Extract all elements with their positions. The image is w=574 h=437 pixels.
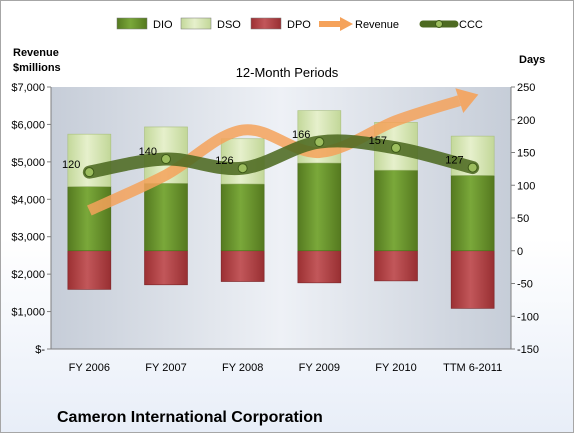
legend-label-dio: DIO xyxy=(153,19,173,31)
left-tick-label: $4,000 xyxy=(11,194,45,206)
right-tick-label: -50 xyxy=(517,279,533,291)
right-axis-title: Days xyxy=(519,54,545,66)
legend-label-ccc: CCC xyxy=(459,19,483,31)
ccc-data-label: 166 xyxy=(292,129,310,141)
axes: $- $1,000 $2,000 $3,000 $4,000 $5,000 $6,000 $7… xyxy=(11,82,539,374)
bar-dio xyxy=(144,182,188,252)
ccc-data-label: 126 xyxy=(215,155,233,167)
x-tick-label: FY 2010 xyxy=(375,362,416,374)
ccc-point xyxy=(314,137,325,148)
revenue-line xyxy=(87,95,461,216)
bar-dpo xyxy=(67,250,112,290)
bar-dio xyxy=(67,186,112,252)
ccc-point xyxy=(84,167,95,178)
legend-swatch-dso xyxy=(180,17,212,30)
bar-dio xyxy=(374,169,418,252)
legend: DIO DSO DPO Revenue CCC xyxy=(116,17,483,31)
right-tick-label: 100 xyxy=(517,180,535,192)
left-tick-label: $1,000 xyxy=(11,307,45,319)
ccc-data-label: 127 xyxy=(445,155,463,167)
x-tick-label: FY 2008 xyxy=(222,362,263,374)
ccc-data-label: 140 xyxy=(139,146,157,158)
legend-label-revenue: Revenue xyxy=(355,19,399,31)
bar-dpo xyxy=(450,250,495,309)
x-tick-label: FY 2006 xyxy=(69,362,110,374)
bar-dpo xyxy=(144,250,188,286)
company-name: Cameron International Corporation xyxy=(57,409,323,426)
bar-dio xyxy=(220,183,265,252)
ccc-series: 120 140 126 166 157 127 xyxy=(62,129,480,179)
legend-label-dpo: DPO xyxy=(287,19,311,31)
left-axis-title-line-1: Revenue xyxy=(13,47,59,59)
chart-title: 12-Month Periods xyxy=(236,65,339,80)
ccc-data-label: 157 xyxy=(369,135,387,147)
revenue-arrowhead xyxy=(455,88,479,113)
legend-swatch-dio xyxy=(116,17,148,30)
x-tick-label: TTM 6-2011 xyxy=(443,362,502,374)
ccc-point xyxy=(161,154,171,165)
revenue-series xyxy=(87,88,479,216)
bar-dio xyxy=(450,175,495,252)
right-tick-label: 50 xyxy=(517,213,529,225)
left-tick-label: $- xyxy=(35,344,45,356)
legend-swatch-revenue-head xyxy=(340,17,353,31)
right-tick-label: 250 xyxy=(517,82,535,94)
left-tick-label: $6,000 xyxy=(11,119,45,131)
bar-dio xyxy=(297,162,342,252)
x-tick-label: FY 2007 xyxy=(145,362,186,374)
bar-dpo xyxy=(297,250,342,284)
legend-swatch-ccc-dot xyxy=(435,20,443,28)
bar-dpo xyxy=(220,250,265,282)
left-tick-label: $2,000 xyxy=(11,269,45,281)
ccc-point xyxy=(391,142,401,153)
ccc-data-label: 120 xyxy=(62,159,80,171)
left-tick-label: $5,000 xyxy=(11,157,45,169)
x-tick-label: FY 2009 xyxy=(299,362,340,374)
right-tick-label: 200 xyxy=(517,115,535,127)
bar-dpo xyxy=(374,250,418,282)
right-tick-label: -100 xyxy=(517,311,539,323)
right-tick-label: 150 xyxy=(517,148,535,160)
ccc-point xyxy=(467,162,478,173)
legend-swatch-dpo xyxy=(250,17,282,30)
ccc-point xyxy=(237,163,248,174)
ccc-line xyxy=(82,134,480,179)
left-tick-label: $3,000 xyxy=(11,232,45,244)
plot-area xyxy=(51,87,511,349)
legend-label-dso: DSO xyxy=(217,19,241,31)
left-tick-label: $7,000 xyxy=(11,82,45,94)
left-axis-title-line-2: $millions xyxy=(13,62,61,74)
right-tick-label: 0 xyxy=(517,246,523,258)
right-tick-label: -150 xyxy=(517,344,539,356)
